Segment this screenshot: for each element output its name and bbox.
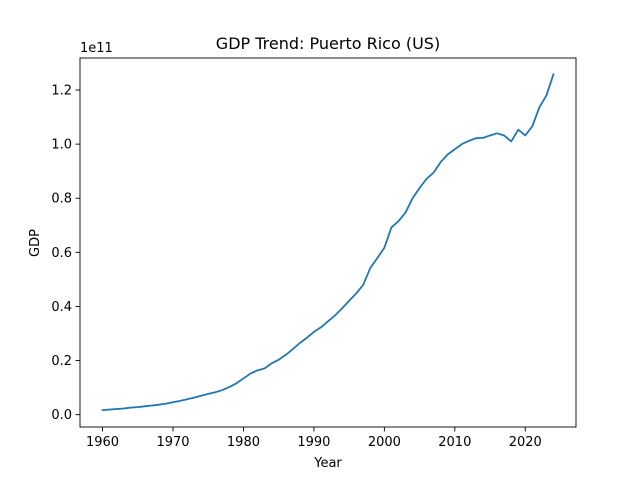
y-tick-label: 0.8 [51, 192, 72, 207]
y-tick-label: 1.2 [51, 84, 72, 99]
x-tick-label: 1960 [86, 435, 119, 450]
x-axis-label: Year [313, 456, 342, 471]
series-line-0 [101, 73, 555, 412]
y-axis-label: GDP [28, 229, 43, 257]
x-tick-label: 1970 [156, 435, 189, 450]
axes-frame [79, 57, 577, 428]
y-tick-label: 0.2 [51, 354, 72, 369]
x-tick-label: 2000 [368, 435, 401, 450]
chart-title: GDP Trend: Puerto Rico (US) [216, 34, 440, 53]
y-axis-offset-label: 1e11 [80, 41, 113, 56]
x-tick-label: 2010 [438, 435, 471, 450]
y-tick-label: 0.6 [51, 246, 72, 261]
x-tick-label: 1980 [227, 435, 260, 450]
y-tick-label: 1.0 [51, 138, 72, 153]
plot-area [79, 57, 577, 428]
x-axis: 1960 1970 1980 1990 2000 2010 2020 [86, 427, 542, 450]
y-axis: 0.0 0.2 0.4 0.6 0.8 1.0 1.2 [51, 84, 80, 423]
x-tick-label: 2020 [509, 435, 542, 450]
x-tick-label: 1990 [297, 435, 330, 450]
y-tick-label: 0.4 [51, 300, 72, 315]
y-tick-label: 0.0 [51, 408, 72, 423]
